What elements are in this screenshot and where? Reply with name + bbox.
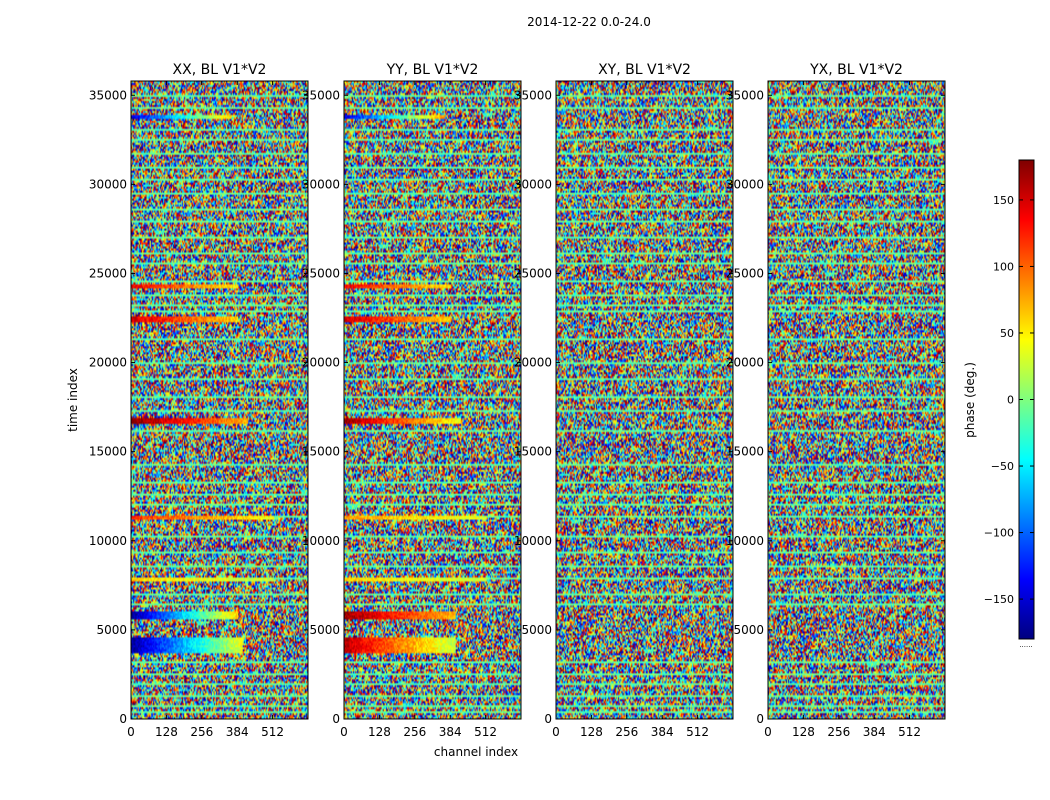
y-tick-label: 25000 bbox=[89, 266, 127, 280]
x-tick-label: 0 bbox=[127, 725, 135, 739]
x-tick-label: 384 bbox=[226, 725, 249, 739]
y-tick-label: 5000 bbox=[96, 623, 127, 637]
plot-frame bbox=[767, 80, 946, 720]
colorbar-tick-label: −50 bbox=[991, 460, 1014, 473]
y-tick-label: 15000 bbox=[514, 445, 552, 459]
x-tick-label: 128 bbox=[580, 725, 603, 739]
y-tick-label: 30000 bbox=[89, 177, 127, 191]
y-tick-label: 0 bbox=[756, 712, 764, 726]
panel-title-xy: XY, BL V1*V2 bbox=[598, 62, 691, 78]
x-axis-label: channel index bbox=[434, 745, 518, 759]
y-tick-label: 0 bbox=[119, 712, 127, 726]
figure-suptitle: 2014-12-22 0.0-24.0 bbox=[527, 15, 651, 29]
y-tick-label: 35000 bbox=[89, 88, 127, 102]
panel-title-yx: YX, BL V1*V2 bbox=[809, 62, 903, 78]
y-tick-label: 30000 bbox=[302, 177, 340, 191]
y-tick-label: 10000 bbox=[89, 534, 127, 548]
y-tick-label: 15000 bbox=[302, 445, 340, 459]
y-tick-label: 25000 bbox=[514, 266, 552, 280]
colorbar-tick-label: 0 bbox=[1007, 394, 1014, 407]
heatmap-xx bbox=[131, 81, 308, 719]
heatmap-xy bbox=[556, 81, 733, 719]
colorbar-tick-label: 150 bbox=[993, 194, 1014, 207]
colorbar: 150 100 50 0 −50 −100 −150 bbox=[984, 159, 1035, 640]
y-tick-label: 0 bbox=[332, 712, 340, 726]
x-tick-label: 0 bbox=[764, 725, 772, 739]
y-tick-label: 15000 bbox=[89, 445, 127, 459]
y-tick-label: 5000 bbox=[309, 623, 340, 637]
x-tick-label: 128 bbox=[792, 725, 815, 739]
y-tick-label: 35000 bbox=[726, 88, 764, 102]
y-tick-label: 10000 bbox=[726, 534, 764, 548]
heatmap-yx bbox=[768, 81, 945, 719]
panel-yx: YX, BL V1*V2 0 128 256 384 512 0 5000 10000 15000… bbox=[726, 62, 946, 739]
y-tick-label: 5000 bbox=[733, 623, 764, 637]
y-tick-label: 0 bbox=[544, 712, 552, 726]
y-tick-label: 35000 bbox=[514, 88, 552, 102]
y-tick-label: 5000 bbox=[521, 623, 552, 637]
plot-frame bbox=[130, 80, 309, 720]
x-tick-label: 0 bbox=[340, 725, 348, 739]
plot-frame bbox=[555, 80, 734, 720]
colorbar-tick-label: −100 bbox=[984, 527, 1014, 540]
y-tick-label: 25000 bbox=[302, 266, 340, 280]
colorbar-label: phase (deg.) bbox=[963, 362, 977, 438]
y-tick-label: 35000 bbox=[302, 88, 340, 102]
y-tick-label: 20000 bbox=[89, 356, 127, 370]
y-tick-label: 30000 bbox=[726, 177, 764, 191]
y-tick-label: 20000 bbox=[514, 356, 552, 370]
heatmap-yy bbox=[344, 81, 521, 719]
x-tick-label: 256 bbox=[403, 725, 426, 739]
panel-title-yy: YY, BL V1*V2 bbox=[386, 62, 479, 78]
y-tick-label: 20000 bbox=[302, 356, 340, 370]
panels: XX, BL V1*V2 0 128 256 384 512 0 5000 10000 15000… bbox=[89, 62, 946, 739]
x-tick-label: 128 bbox=[155, 725, 178, 739]
x-tick-label: 256 bbox=[615, 725, 638, 739]
colorbar-tick-label: 50 bbox=[1000, 327, 1014, 340]
x-tick-label: 384 bbox=[439, 725, 462, 739]
x-tick-label: 512 bbox=[686, 725, 709, 739]
x-tick-label: 512 bbox=[261, 725, 284, 739]
panel-xx: XX, BL V1*V2 0 128 256 384 512 0 5000 10000 15000… bbox=[89, 62, 309, 739]
x-tick-label: 384 bbox=[651, 725, 674, 739]
colorbar-tick-label: −150 bbox=[984, 593, 1014, 606]
x-tick-label: 0 bbox=[552, 725, 560, 739]
y-tick-label: 10000 bbox=[514, 534, 552, 548]
panel-xy: XY, BL V1*V2 0 128 256 384 512 0 5000 10000 15000… bbox=[514, 62, 734, 739]
y-axis-label: time index bbox=[66, 368, 80, 432]
x-tick-label: 512 bbox=[474, 725, 497, 739]
y-tick-label: 30000 bbox=[514, 177, 552, 191]
x-tick-label: 384 bbox=[863, 725, 886, 739]
plot-frame bbox=[343, 80, 522, 720]
y-tick-label: 20000 bbox=[726, 356, 764, 370]
y-tick-label: 15000 bbox=[726, 445, 764, 459]
y-tick-label: 10000 bbox=[302, 534, 340, 548]
x-tick-label: 128 bbox=[368, 725, 391, 739]
colorbar-dotted-label: ...... bbox=[1019, 641, 1032, 649]
x-tick-label: 256 bbox=[827, 725, 850, 739]
y-tick-label: 25000 bbox=[726, 266, 764, 280]
colorbar-tick-label: 100 bbox=[993, 260, 1014, 273]
x-tick-label: 512 bbox=[898, 725, 921, 739]
panel-yy: YY, BL V1*V2 0 128 256 384 512 0 5000 10000 15000… bbox=[302, 62, 522, 739]
x-tick-label: 256 bbox=[190, 725, 213, 739]
panel-title-xx: XX, BL V1*V2 bbox=[173, 62, 267, 78]
